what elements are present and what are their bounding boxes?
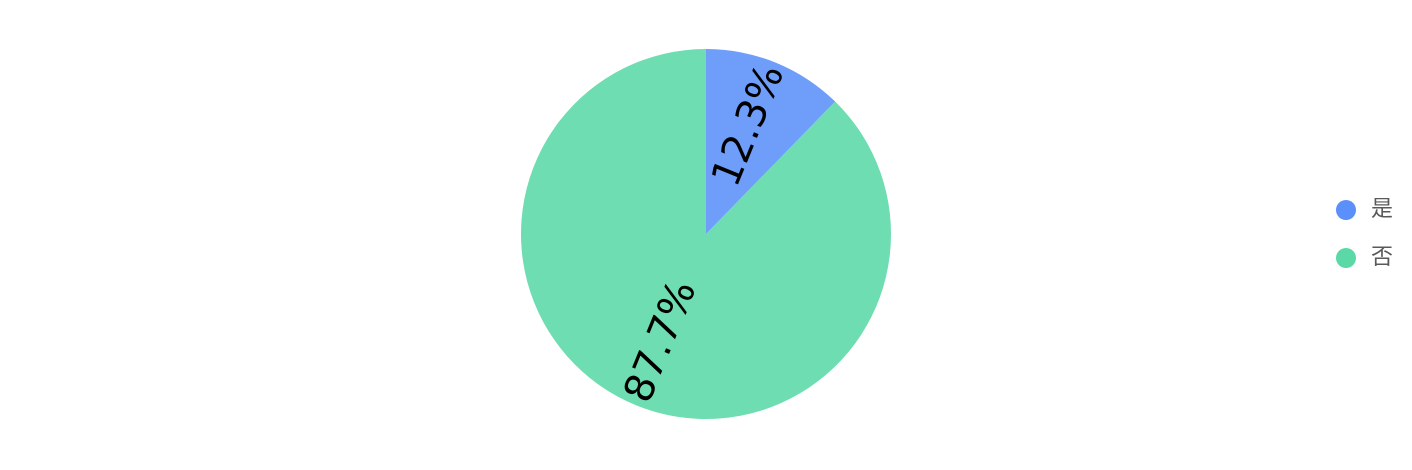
pie-slice xyxy=(706,49,836,234)
legend-label: 否 xyxy=(1371,245,1393,270)
legend-label: 是 xyxy=(1371,197,1393,222)
legend-marker xyxy=(1336,200,1356,220)
pie-slice xyxy=(520,49,891,420)
legend-marker xyxy=(1336,248,1356,268)
